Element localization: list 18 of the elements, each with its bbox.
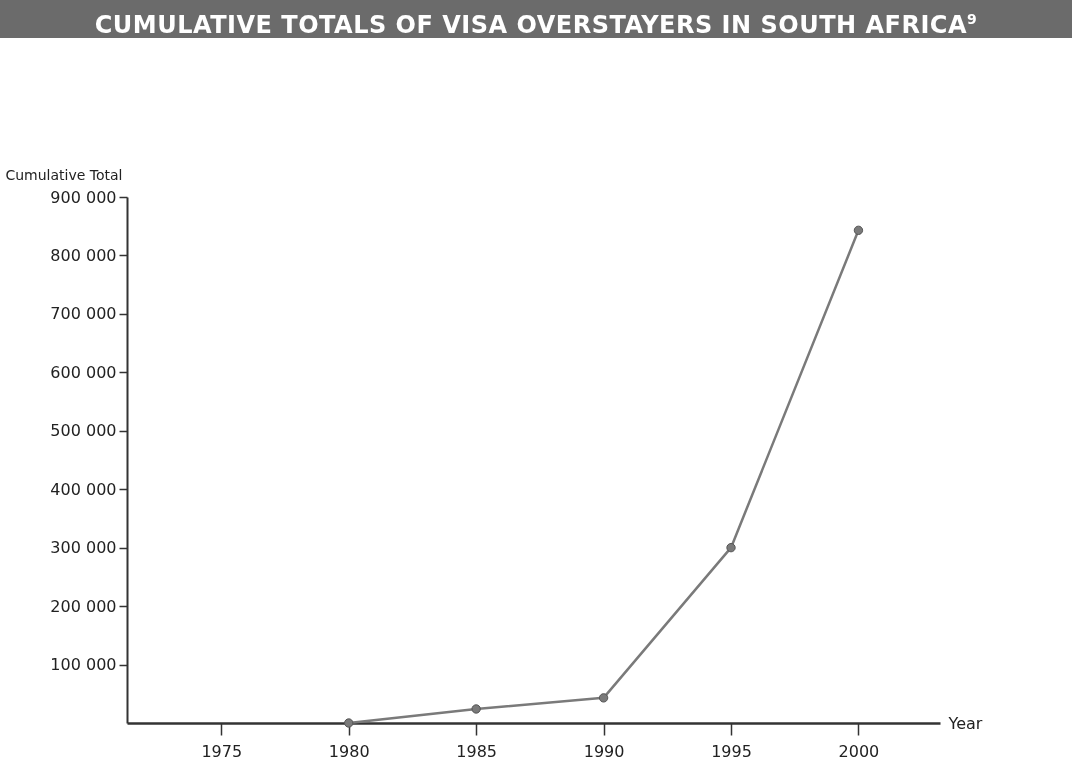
chart-title: CUMULATIVE TOTALS OF VISA OVERSTAYERS IN SOUTH AFRICA$^{9}$ xyxy=(0,0,1072,39)
y-tick-label: 300 000 xyxy=(50,538,117,558)
y-tick-label: 400 000 xyxy=(50,479,117,499)
y-tick-label: 800 000 xyxy=(50,245,117,265)
y-axis-title: Cumulative Total xyxy=(5,166,123,183)
x-tick-label: 1975 xyxy=(201,741,243,761)
y-tick-label: 900 000 xyxy=(50,187,117,207)
x-tick-label: 2000 xyxy=(838,741,880,761)
x-axis-title: Year xyxy=(947,713,983,733)
y-tick-label: 600 000 xyxy=(50,362,117,382)
x-tick-label: 1980 xyxy=(328,741,370,761)
y-tick-label: 200 000 xyxy=(50,596,117,616)
y-tick-label: 500 000 xyxy=(50,421,117,441)
x-tick-label: 1990 xyxy=(583,741,625,761)
y-tick-label: 100 000 xyxy=(50,655,117,675)
x-tick-label: 1985 xyxy=(456,741,498,761)
y-tick-label: 700 000 xyxy=(50,304,117,324)
x-tick-label: 1995 xyxy=(711,741,752,761)
